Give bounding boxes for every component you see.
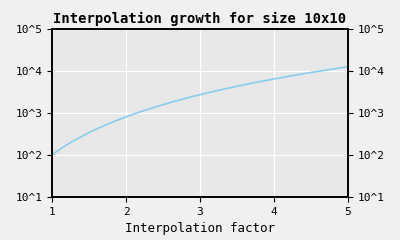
Title: Interpolation growth for size 10x10: Interpolation growth for size 10x10	[54, 12, 346, 26]
X-axis label: Interpolation factor: Interpolation factor	[125, 222, 275, 235]
